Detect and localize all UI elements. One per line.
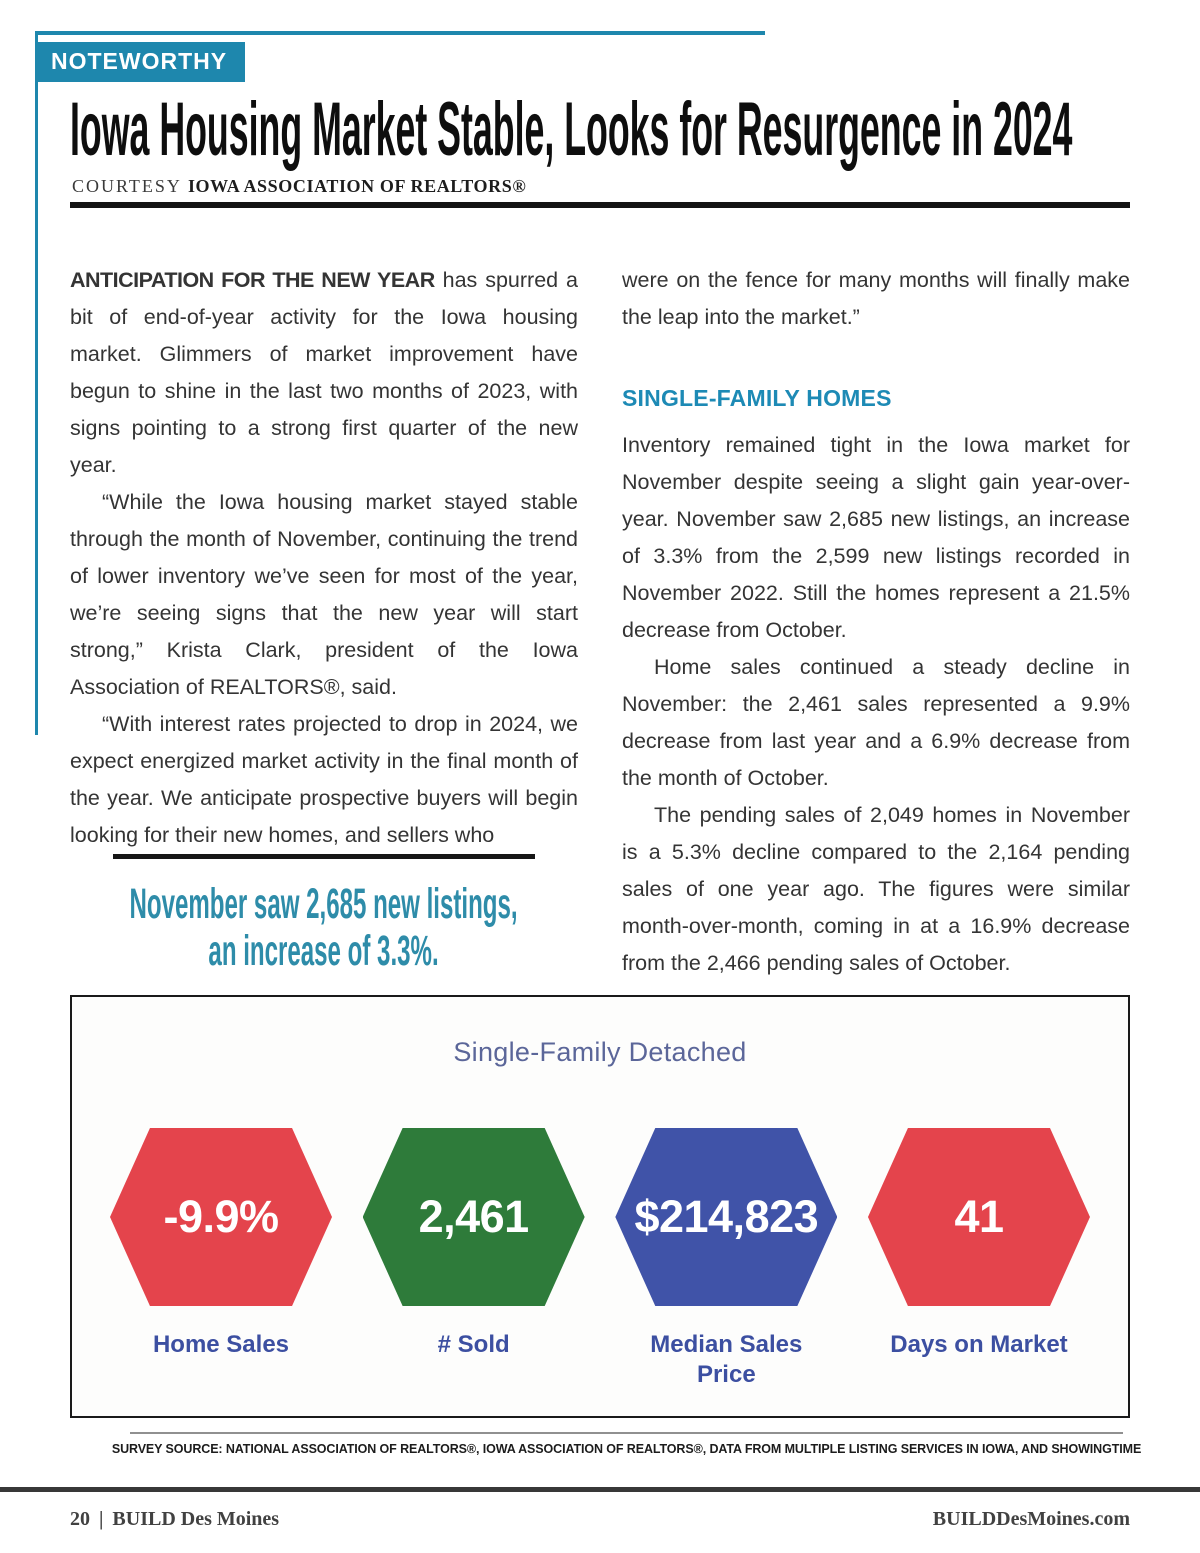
lead-paragraph: ANTICIPATION FOR THE NEW YEAR has spurre… [70,262,578,484]
footer-separator: | [99,1508,104,1530]
headline-divider [70,202,1130,208]
survey-source: SURVEY SOURCE: NATIONAL ASSOCIATION OF R… [111,1432,1142,1456]
lead-in-text: ANTICIPATION FOR THE NEW YEAR [70,268,435,292]
paragraph: The pending sales of 2,049 homes in Nove… [622,803,1130,975]
days-on-market-value: 41 [954,1191,1004,1242]
median-sales-price-value: $214,823 [634,1191,819,1242]
paragraph: “With interest rates projected to drop i… [70,712,578,847]
pull-quote-line-1: November saw 2,685 new listings, [129,880,519,928]
median-sales-price-label: Median Sales Price [650,1331,803,1388]
days-on-market-hexagon: 41 [867,1128,1090,1306]
page-number: 20 [70,1508,90,1530]
footer-publication-info: 20 | BUILD Des Moines [70,1508,279,1531]
left-accent-line [35,31,38,735]
home-sales-hexagon: -9.9% [110,1128,332,1306]
paragraph: Inventory remained tight in the Iowa mar… [622,433,1130,642]
paragraph: Home sales continued a steady decline in… [622,655,1130,790]
left-column: ANTICIPATION FOR THE NEW YEAR has spurre… [70,262,578,1000]
article-headline: Iowa Housing Market Stable, Looks for Re… [70,87,1073,172]
home-sales-label: Home Sales [152,1331,290,1358]
publication-name: BUILD Des Moines [112,1508,280,1530]
paragraph-continuation: were on the fence for many months will f… [622,268,1130,329]
top-accent-line [35,31,765,35]
paragraph: “While the Iowa housing market stayed st… [70,490,578,699]
stat-number-sold: 2,461 # Sold [349,1128,599,1390]
survey-source-text: SURVEY SOURCE: NATIONAL ASSOCIATION OF R… [111,1442,1142,1456]
number-sold-hexagon: 2,461 [362,1128,585,1306]
median-sales-price-hexagon: $214,823 [615,1128,838,1306]
stat-median-sales-price: $214,823 Median Sales Price [601,1128,851,1390]
pull-quote-line-2: an increase of 3.3%. [208,927,440,975]
footer-divider [0,1487,1200,1492]
chart-title: Single-Family Detached [453,1037,747,1067]
number-sold-label: # Sold [437,1331,510,1358]
infographic-panel: Single-Family Detached -9.9% Home Sales … [70,995,1130,1418]
page-footer: 20 | BUILD Des Moines BUILDDesMoines.com [70,1508,1130,1531]
section-badge: NOTEWORTHY [35,42,246,82]
number-sold-value: 2,461 [418,1191,530,1242]
section-heading-single-family-homes: SINGLE-FAMILY HOMES [622,385,892,411]
pull-quote-text: November saw 2,685 new listings, an incr… [130,881,518,975]
survey-divider [130,1432,1123,1434]
stat-home-sales: -9.9% Home Sales [96,1128,346,1390]
stat-hexagons: -9.9% Home Sales 2,461 # Sold $214,823 M… [72,1128,1128,1390]
lead-rest-text: has spurred a bit of end-of-year activit… [70,268,578,477]
stat-days-on-market: 41 Days on Market [854,1128,1104,1390]
pull-quote: November saw 2,685 new listings, an incr… [70,854,578,1000]
home-sales-value: -9.9% [163,1191,279,1242]
byline-organization: IOWA ASSOCIATION OF REALTORS® [187,176,527,196]
byline-courtesy-label: COURTESY [72,176,182,196]
byline: COURTESY IOWA ASSOCIATION OF REALTORS® [72,176,526,197]
days-on-market-label: Days on Market [890,1331,1068,1358]
pull-quote-top-rule [113,854,535,859]
right-column: were on the fence for many months will f… [622,262,1130,1000]
article-body: ANTICIPATION FOR THE NEW YEAR has spurre… [70,262,1130,1000]
footer-website: BUILDDesMoines.com [932,1508,1130,1530]
